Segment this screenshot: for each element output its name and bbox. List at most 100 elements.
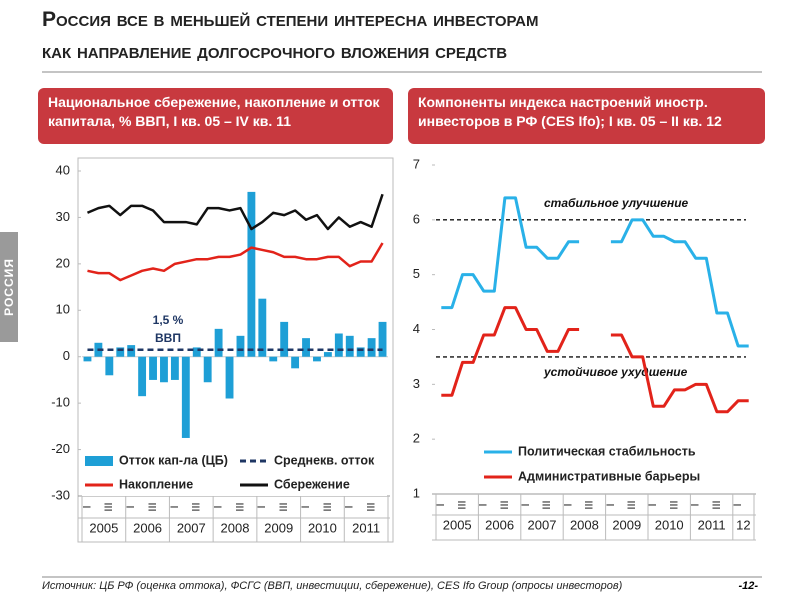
x-tick-label: III [541, 500, 553, 509]
x-tick-label: I [81, 505, 93, 508]
title-line: Россия все в меньшей степени интересна и… [42, 8, 539, 31]
annotation: 1,5 % [153, 313, 184, 327]
year-label: 2009 [612, 517, 641, 532]
bar [214, 328, 223, 357]
y-tick-label: -20 [51, 441, 70, 456]
y-tick-label: 1 [413, 485, 420, 500]
page-number: -12- [738, 580, 758, 592]
year-label: 2009 [264, 520, 293, 535]
x-tick-label: I [125, 505, 137, 508]
year-label: 12 [736, 517, 750, 532]
y-tick-label: 10 [56, 302, 70, 317]
bar [247, 191, 256, 357]
year-label: 2008 [570, 517, 599, 532]
bar [323, 352, 332, 357]
x-tick-label: III [499, 500, 511, 509]
title-line: как направление долгосрочного вложения с… [42, 40, 508, 63]
x-tick-label: I [344, 505, 356, 508]
bar [170, 356, 179, 380]
y-tick-label: 0 [63, 348, 70, 363]
bar [302, 338, 310, 357]
y-tick-label: 5 [413, 266, 420, 281]
x-tick-label: I [520, 503, 532, 506]
series-line [441, 306, 749, 414]
x-tick-label: III [322, 502, 334, 511]
y-tick-label: 3 [413, 376, 420, 391]
x-tick-label: I [605, 503, 617, 506]
y-tick-label: 2 [413, 431, 420, 446]
bar [160, 356, 168, 383]
legend-label: Отток кап-ла (ЦБ) [119, 453, 228, 467]
y-tick-label: 6 [413, 211, 420, 226]
y-tick-label: 30 [56, 209, 70, 224]
year-label: 2008 [221, 520, 250, 535]
year-label: 2007 [177, 520, 206, 535]
bar [236, 335, 245, 357]
x-tick-label: I [300, 505, 312, 508]
x-tick-label: III [668, 500, 680, 509]
x-tick-label: I [732, 503, 744, 506]
year-label: 2010 [308, 520, 337, 535]
y-tick-label: -10 [51, 395, 70, 410]
legend-box [478, 440, 708, 490]
reference-label: устойчивое ухудшение [543, 365, 688, 379]
y-tick-label: 20 [56, 255, 70, 270]
bar [378, 321, 387, 357]
bar [181, 356, 190, 438]
year-label: 2011 [352, 520, 380, 535]
x-tick-label: I [256, 505, 268, 508]
year-label: 2005 [89, 520, 118, 535]
bar [345, 335, 354, 357]
reference-label: стабильное улучшение [544, 196, 689, 210]
bar [280, 321, 289, 357]
x-tick-label: III [278, 502, 290, 511]
bar [269, 356, 278, 362]
y-tick-label: 4 [413, 321, 420, 336]
bar [313, 356, 321, 362]
x-tick-label: III [147, 502, 159, 511]
source-note: Источник: ЦБ РФ (оценка оттока), ФСГС (В… [42, 580, 623, 592]
series-line [86, 193, 384, 231]
y-tick-label: 40 [56, 162, 70, 177]
x-tick-label: I [647, 503, 659, 506]
x-tick-label: I [562, 503, 574, 506]
series-line [441, 196, 749, 348]
year-label: 2010 [655, 517, 684, 532]
x-tick-label: III [366, 502, 378, 511]
bar [192, 347, 201, 357]
legend-label: Накопление [119, 477, 193, 491]
legend-swatch [85, 456, 113, 466]
bar [258, 298, 267, 357]
legend-label: Сбережение [274, 477, 350, 491]
x-tick-label: III [456, 500, 468, 509]
bar [225, 356, 234, 399]
legend-label: Политическая стабильность [518, 444, 696, 458]
annotation: ВВП [155, 331, 181, 345]
y-tick-label: 7 [413, 156, 420, 171]
side-label: РОССИЯ [2, 258, 16, 316]
bar [334, 333, 343, 357]
bar [291, 356, 300, 369]
side-tab: РОССИЯ [0, 232, 18, 342]
x-tick-label: I [435, 503, 447, 506]
panel-title: Национальное сбережение, накопление и от… [38, 88, 393, 144]
x-tick-label: I [690, 503, 702, 506]
series-line [87, 242, 384, 282]
x-tick-label: III [234, 502, 246, 511]
x-tick-label: I [213, 505, 225, 508]
x-tick-label: III [191, 502, 203, 511]
x-tick-label: I [478, 503, 490, 506]
y-tick-label: -30 [51, 487, 70, 502]
legend-label: Административные барьеры [518, 469, 700, 483]
bar [367, 338, 376, 357]
year-label: 2005 [443, 517, 472, 532]
year-label: 2007 [528, 517, 557, 532]
x-tick-label: III [103, 502, 115, 511]
bar [138, 356, 147, 397]
x-tick-label: I [169, 505, 181, 508]
x-tick-label: III [584, 500, 596, 509]
bar [105, 356, 114, 376]
legend-label: Среднекв. отток [274, 453, 375, 467]
